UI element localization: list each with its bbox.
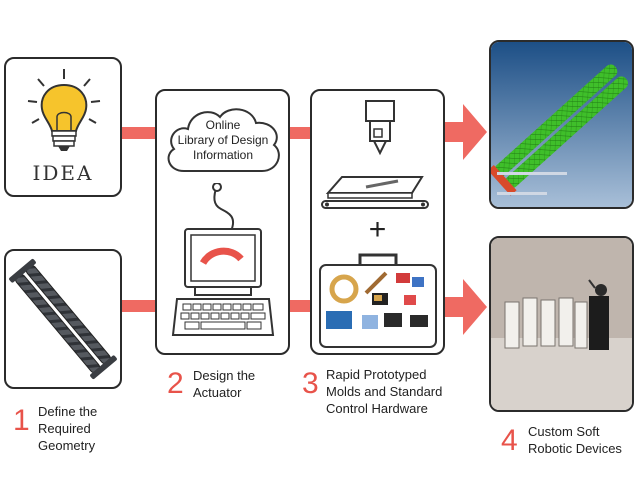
toolbox-icon: [319, 253, 437, 348]
robotic-devices-photo: [491, 238, 632, 410]
simulation-panel: [489, 40, 634, 209]
step-3-line-2: Molds and Standard: [326, 384, 443, 399]
cloud-line-3: Information: [192, 148, 254, 162]
lightbulb-icon: [27, 69, 101, 151]
geometry-panel: [4, 249, 122, 389]
actuator-model-image: [9, 258, 117, 380]
idea-panel: IDEA: [4, 57, 122, 197]
step-1-caption: Define the Required Geometry: [38, 403, 97, 454]
plus-sign: +: [368, 213, 387, 246]
step-1-line-1: Define the: [38, 404, 98, 419]
step-3-caption: Rapid Prototyped Molds and Standard Cont…: [326, 366, 442, 417]
prototyping-panel: +: [310, 89, 445, 355]
connector-bar-mid-top: [288, 127, 312, 139]
step-4-caption: Custom Soft Robotic Devices: [528, 423, 622, 457]
connector-bar-mid-bottom: [288, 300, 312, 312]
cable-icon: [212, 183, 235, 232]
step-4-line-2: Robotic Devices: [528, 441, 622, 456]
step-1-line-2: Required: [38, 421, 91, 436]
step-2-line-1: Design the: [193, 368, 256, 383]
cloud-line-2: Library of Design: [177, 133, 269, 147]
connector-bar-bottom: [118, 300, 158, 312]
step-3-line-3: Control Hardware: [326, 401, 428, 416]
step-4-number: 4: [501, 424, 518, 457]
computer-icon: [171, 228, 275, 336]
arrow-icon: [443, 104, 487, 160]
cloud-line-1: Online: [205, 118, 241, 132]
simulation-image: [491, 42, 632, 207]
arrow-icon: [443, 279, 487, 335]
design-panel: Online Library of Design Information: [155, 89, 290, 355]
cloud-icon: [167, 108, 280, 172]
step-3-line-1: Rapid Prototyped: [326, 367, 427, 382]
step-2-line-2: Actuator: [193, 385, 242, 400]
robotic-devices-panel: [489, 236, 634, 412]
step-4-line-1: Custom Soft: [528, 424, 600, 439]
connector-bar-top: [118, 127, 158, 139]
cloud-text: Online Library of Design Information: [163, 118, 283, 163]
idea-text: IDEA: [32, 161, 94, 185]
step-1-number: 1: [13, 404, 30, 437]
step-2-number: 2: [167, 367, 184, 400]
3d-printer-icon: [321, 100, 429, 209]
step-2-caption: Design the Actuator: [193, 367, 255, 401]
step-1-line-3: Geometry: [38, 438, 96, 453]
step-3-number: 3: [302, 367, 319, 400]
